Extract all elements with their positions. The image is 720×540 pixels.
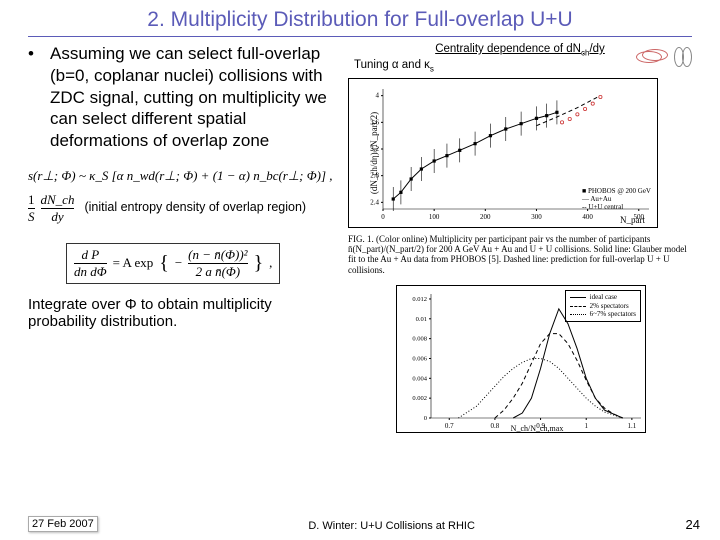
equations-area: s(r⊥; Φ) ~ κ_S [α n_wd(r⊥; Φ) + (1 − α) … xyxy=(28,168,338,330)
svg-text:3.6: 3.6 xyxy=(370,118,379,126)
svg-text:0.01: 0.01 xyxy=(416,316,427,323)
frac-num: d P xyxy=(81,247,99,263)
svg-text:200: 200 xyxy=(480,213,491,221)
bullet-item: • Assuming we can select full-overlap (b… xyxy=(28,43,338,152)
frac-num: 1 xyxy=(28,192,35,208)
svg-text:300: 300 xyxy=(531,213,542,221)
svg-text:3.2: 3.2 xyxy=(370,145,379,153)
frac-den: dy xyxy=(51,209,63,225)
frac-den: dn dΦ xyxy=(74,264,107,280)
eq-prefix: = A exp xyxy=(113,255,154,271)
slide-title: 2. Multiplicity Distribution for Full-ov… xyxy=(28,8,692,34)
chart1-xlabel: N_part xyxy=(620,215,645,225)
svg-text:1.1: 1.1 xyxy=(627,422,636,430)
svg-text:0.7: 0.7 xyxy=(445,422,454,430)
frac-den: 2 a n̄(Φ) xyxy=(196,264,241,280)
svg-text:0.006: 0.006 xyxy=(412,355,427,362)
svg-text:0.8: 0.8 xyxy=(491,422,500,430)
svg-text:4: 4 xyxy=(376,91,380,99)
chart1-multiplicity-vs-npart: (dN_ch/dη)/(N_part/2) 2.42.83.23.64 0100… xyxy=(348,78,658,228)
figure1-caption: FIG. 1. (Color online) Multiplicity per … xyxy=(348,234,692,275)
chart2-svg: 00.0020.0040.0060.0080.010.012 0.70.80.9… xyxy=(397,286,647,434)
equation-entropy-density: s(r⊥; Φ) ~ κ_S [α n_wd(r⊥; Φ) + (1 − α) … xyxy=(28,168,338,184)
svg-text:100: 100 xyxy=(429,213,440,221)
left-column: • Assuming we can select full-overlap (b… xyxy=(28,43,338,433)
frac-num: dN_ch xyxy=(41,192,75,208)
svg-text:2.8: 2.8 xyxy=(370,171,379,179)
frac-den: S xyxy=(28,209,35,225)
svg-text:1: 1 xyxy=(584,422,588,430)
svg-text:0.004: 0.004 xyxy=(412,375,427,382)
svg-text:0.008: 0.008 xyxy=(412,336,427,343)
chart1-legend: ■ PHOBOS @ 200 GeV — Au+Au -- U+U centra… xyxy=(582,187,651,211)
equation-probability: d Pdn dΦ = A exp { − (n − n̄(Φ))²2 a n̄(… xyxy=(66,243,338,284)
equation-annotation: (initial entropy density of overlap regi… xyxy=(84,201,306,215)
bullet-text: Assuming we can select full-overlap (b=0… xyxy=(50,43,338,152)
chart2-probability-distribution: ideal case 2% spectators 6~7% spectators… xyxy=(396,285,646,433)
svg-text:N_ch/N_ch,max: N_ch/N_ch,max xyxy=(511,424,564,433)
frac-num: (n − n̄(Φ))² xyxy=(188,247,247,263)
svg-text:400: 400 xyxy=(582,213,593,221)
integrate-text: Integrate over Φ to obtain multiplicity … xyxy=(28,296,328,330)
bullet-marker: • xyxy=(28,43,40,152)
svg-text:0: 0 xyxy=(424,415,427,422)
svg-text:0: 0 xyxy=(381,213,385,221)
footer-date: 27 Feb 2007 xyxy=(28,516,98,532)
content-area: • Assuming we can select full-overlap (b… xyxy=(28,43,692,433)
footer-center: D. Winter: U+U Collisions at RHIC xyxy=(308,520,475,532)
footer-page-number: 24 xyxy=(686,517,700,532)
title-underline xyxy=(28,36,692,37)
svg-text:0.002: 0.002 xyxy=(412,395,427,402)
right-column: Centrality dependence of dNch/dy Tuning … xyxy=(348,43,692,433)
equation-dnch-dy: 1S dN_chdy (initial entropy density of o… xyxy=(28,192,338,225)
svg-text:2.4: 2.4 xyxy=(370,198,379,206)
footer: 27 Feb 2007 D. Winter: U+U Collisions at… xyxy=(28,516,700,532)
svg-text:0.012: 0.012 xyxy=(412,296,427,303)
